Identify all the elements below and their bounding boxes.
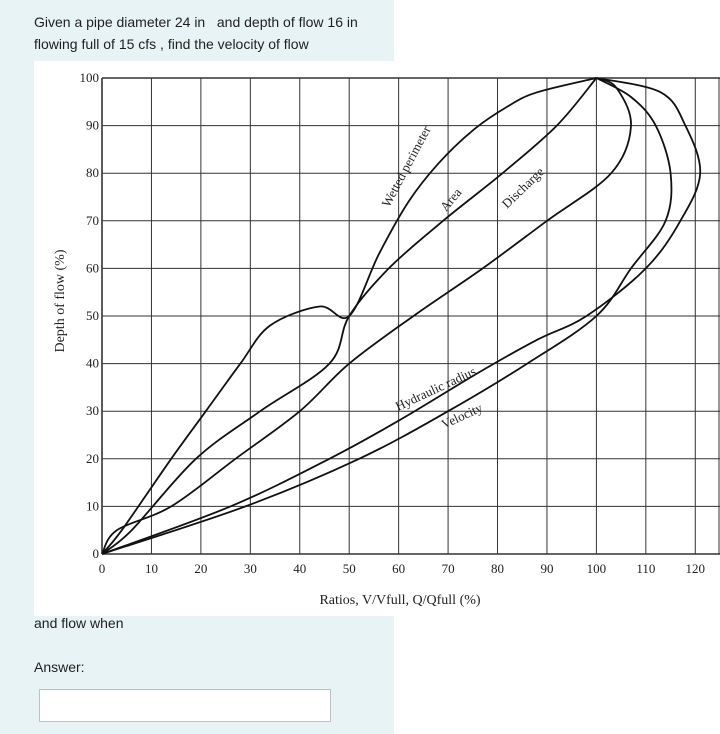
y-tick-label: 60 (86, 260, 99, 275)
y-tick-label: 80 (86, 165, 99, 180)
curve-velocity (101, 77, 673, 555)
y-axis-label: Depth of flow (%) (53, 249, 68, 352)
y-tick-label: 0 (93, 546, 100, 561)
answer-input[interactable] (39, 689, 331, 722)
partial-flow-chart: 0 10 20 30 40 50 60 70 80 90 100 110 120 0 10 20 30 40 50… (34, 61, 720, 616)
x-tick-label: 120 (686, 561, 706, 576)
y-tick-label: 30 (86, 403, 99, 418)
curve-area (101, 77, 598, 555)
x-tick-labels: 0 10 20 30 40 50 60 70 80 90 100 110 120 (99, 561, 705, 576)
curve-hydraulic-radius (101, 77, 702, 555)
curve-label-area: Area (437, 185, 465, 214)
question-text: Given a pipe diameter 24 in and depth of… (34, 14, 370, 52)
y-tick-label: 50 (86, 308, 99, 323)
curve-label-wetted-perimeter: Wetted perimeter (378, 123, 434, 210)
answer-label: Answer: (34, 659, 85, 675)
y-tick-label: 70 (86, 213, 99, 228)
curve-discharge (101, 77, 632, 555)
x-tick-label: 90 (540, 561, 553, 576)
y-tick-label: 10 (86, 498, 99, 513)
x-tick-label: 30 (244, 561, 257, 576)
chart-curves (101, 77, 702, 555)
x-tick-label: 20 (194, 561, 207, 576)
y-tick-label: 40 (86, 356, 99, 371)
curve-label-velocity: Velocity (439, 400, 485, 432)
x-tick-label: 70 (442, 561, 455, 576)
x-tick-label: 0 (99, 561, 106, 576)
x-tick-label: 40 (293, 561, 306, 576)
x-axis-label: Ratios, V/Vfull, Q/Qfull (%) (319, 593, 480, 608)
x-tick-label: 60 (392, 561, 405, 576)
y-tick-label: 20 (86, 451, 99, 466)
y-tick-label: 90 (86, 118, 99, 133)
x-tick-label: 80 (491, 561, 504, 576)
followup-text: and flow when (34, 615, 124, 631)
x-tick-label: 50 (343, 561, 356, 576)
x-tick-label: 110 (636, 561, 655, 576)
x-tick-label: 100 (587, 561, 607, 576)
y-tick-label: 100 (80, 70, 100, 85)
x-tick-label: 10 (145, 561, 158, 576)
chart-svg: 0 10 20 30 40 50 60 70 80 90 100 110 120 0 10 20 30 40 50… (53, 70, 720, 608)
y-tick-labels: 0 10 20 30 40 50 60 70 80 90 100 (80, 70, 100, 561)
